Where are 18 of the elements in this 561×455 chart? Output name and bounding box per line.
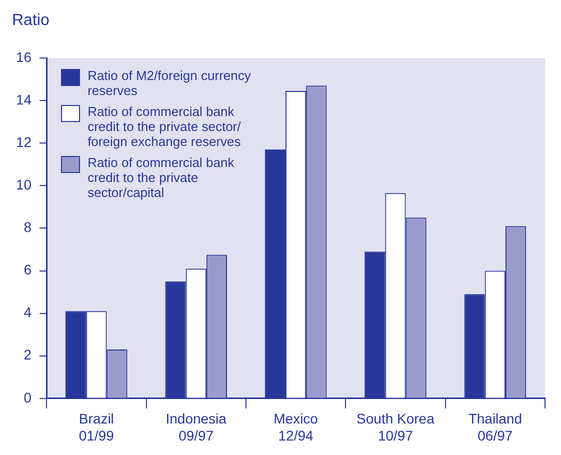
x-tick-label: Brazil 01/99 [78,410,114,444]
y-tick-label: 8 [24,219,32,236]
x-tick-label: Thailand 06/97 [468,410,522,444]
x-tick-label: South Korea 10/97 [356,410,435,444]
y-tick-label: 2 [24,346,32,363]
x-tick-label: Mexico 12/94 [274,410,318,444]
legend-label: Ratio of commercial bank credit to the private sector/ foreign exchange reserves [88,104,242,149]
y-tick-label: 16 [16,48,32,65]
y-tick-label: 14 [16,91,32,108]
legend-label: Ratio of commercial bank credit to the private sector/capital [88,155,236,200]
y-tick-label: 6 [24,262,32,278]
legend-label: Ratio of M2/foreign currency reserves [88,68,252,98]
y-tick-label: 12 [16,134,32,150]
y-tick-label: 10 [16,176,32,193]
y-axis-title: Ratio [12,12,50,30]
y-tick-label: 4 [24,304,32,320]
y-tick-label: 0 [24,389,32,406]
x-tick-label: Indonesia 09/97 [166,410,227,444]
